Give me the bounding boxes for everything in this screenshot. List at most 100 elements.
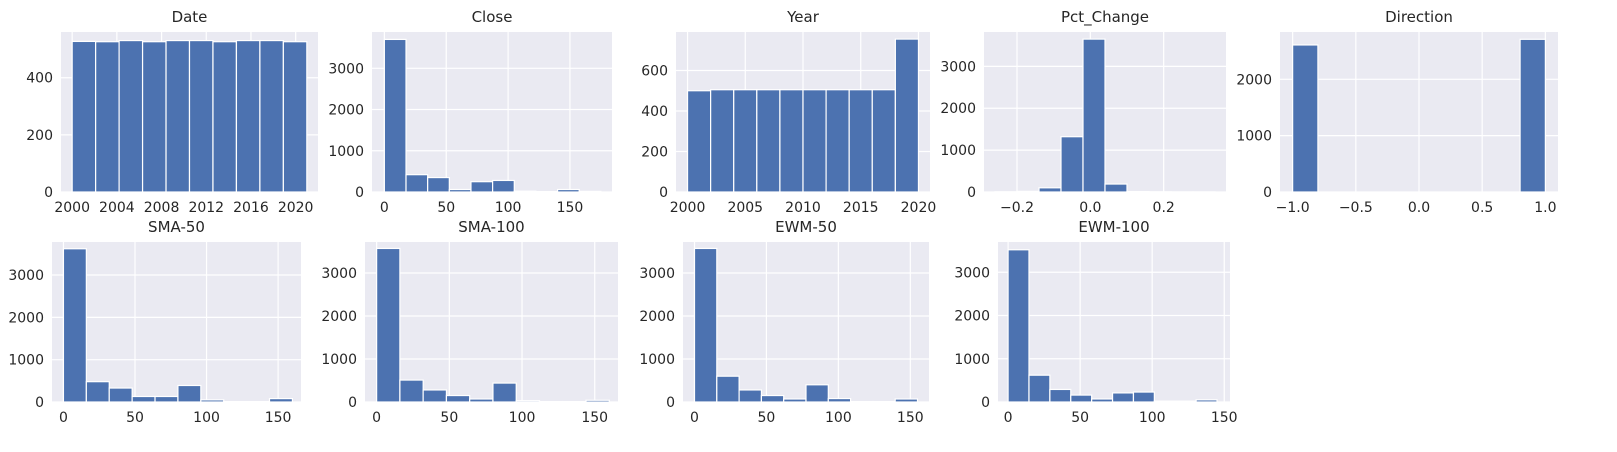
y-tick-label: 400 <box>641 104 668 120</box>
histogram-bar <box>1153 400 1176 403</box>
x-tick-label: 2012 <box>188 200 224 216</box>
y-tick-label: 1000 <box>321 352 357 368</box>
histogram-bar <box>118 39 144 193</box>
y-tick-label: 0 <box>348 395 357 411</box>
x-tick-label: 50 <box>758 410 776 426</box>
histogram-bar <box>422 389 448 403</box>
x-tick-label: 0 <box>59 410 68 426</box>
axes-background <box>372 32 612 192</box>
x-tick-label: 50 <box>437 200 455 216</box>
x-tick-label: 2020 <box>278 200 314 216</box>
subplot-title: Close <box>472 8 513 26</box>
axes-background <box>52 242 301 402</box>
subplot-title: EWM-100 <box>1078 218 1149 236</box>
histogram-bar <box>1007 249 1030 403</box>
x-tick-label: −1.0 <box>1276 200 1310 216</box>
x-tick-label: 150 <box>1211 410 1238 426</box>
histogram-bar <box>62 248 87 403</box>
histogram-bar <box>710 89 735 193</box>
histogram-bar <box>470 181 494 193</box>
subplot-title: Pct_Change <box>1061 8 1149 27</box>
histogram-bar <box>1060 136 1084 193</box>
x-tick-label: 150 <box>581 410 608 426</box>
y-tick-label: 1000 <box>8 353 44 369</box>
x-tick-label: 2015 <box>843 200 879 216</box>
x-tick-label: 50 <box>440 410 458 426</box>
histogram-bar <box>738 389 763 403</box>
y-tick-label: 0 <box>44 185 53 201</box>
x-tick-label: 50 <box>1071 410 1089 426</box>
histogram-bar <box>716 375 740 403</box>
histogram-bar <box>492 179 515 193</box>
histogram-bar <box>871 89 896 193</box>
subplot-title: SMA-100 <box>458 218 524 236</box>
histogram-bar <box>825 89 850 193</box>
y-tick-label: 1000 <box>1236 129 1272 145</box>
histogram-bar <box>1195 399 1218 403</box>
x-tick-label: 150 <box>557 200 584 216</box>
x-tick-label: 0 <box>690 410 699 426</box>
histogram-bar <box>268 398 294 403</box>
histogram-bar <box>141 41 167 193</box>
histogram-bar <box>578 190 602 193</box>
histogram-bar <box>783 398 807 403</box>
histogram-bar <box>405 174 429 193</box>
histogram-bar <box>108 387 133 403</box>
y-tick-label: 2000 <box>940 101 976 117</box>
histogram-bar <box>1038 187 1062 193</box>
y-tick-label: 2000 <box>1236 72 1272 88</box>
axes-background <box>365 242 618 402</box>
histogram-bar <box>1082 38 1106 193</box>
y-tick-label: 1000 <box>940 143 976 159</box>
x-tick-label: 2004 <box>99 200 135 216</box>
y-tick-label: 200 <box>26 128 53 144</box>
y-tick-label: 0 <box>355 185 364 201</box>
histogram-bar <box>1028 374 1051 403</box>
y-tick-label: 2000 <box>639 309 675 325</box>
y-tick-label: 3000 <box>8 268 44 284</box>
subplot-title: Date <box>172 8 208 26</box>
histogram-bar <box>827 397 852 403</box>
histogram-bar <box>71 40 97 193</box>
histogram-bar <box>383 38 407 193</box>
y-tick-label: 600 <box>641 63 668 79</box>
x-tick-label: 2020 <box>901 200 937 216</box>
x-tick-label: 2010 <box>785 200 821 216</box>
histogram-bar <box>445 394 471 403</box>
y-tick-label: 0 <box>967 185 976 201</box>
histogram-bar <box>259 39 284 193</box>
subplot-sma-100: 0 50 100 150 0 1000 2000 3000 SMA-100 <box>321 218 618 426</box>
histogram-bar <box>779 89 804 193</box>
x-tick-label: 50 <box>126 410 144 426</box>
y-tick-label: 1000 <box>954 352 990 368</box>
subplot-pct-change: −0.2 0.0 0.2 0 1000 2000 3000 Pct_Change <box>940 8 1226 216</box>
x-tick-label: 0.0 <box>1408 200 1430 216</box>
y-tick-label: 3000 <box>940 59 976 75</box>
histogram-bar <box>894 398 919 403</box>
histogram-bar <box>399 379 424 403</box>
subplot-date: 2000 2004 2008 2012 2016 2020 0 200 400 Date <box>26 8 318 216</box>
histogram-bar <box>686 90 712 193</box>
y-tick-label: 200 <box>641 144 668 160</box>
x-tick-label: 100 <box>509 410 536 426</box>
x-tick-label: 2016 <box>233 200 269 216</box>
x-tick-label: 150 <box>265 410 292 426</box>
histogram-bar <box>85 381 110 403</box>
x-tick-label: −0.5 <box>1339 200 1373 216</box>
x-tick-label: 100 <box>825 410 852 426</box>
x-tick-label: 1.0 <box>1534 200 1556 216</box>
histogram-bar <box>1111 392 1135 403</box>
x-tick-label: 0.2 <box>1153 200 1175 216</box>
histogram-bar <box>1292 44 1319 193</box>
histogram-bar <box>556 188 580 193</box>
histogram-bar <box>515 400 541 403</box>
subplot-title: SMA-50 <box>148 218 205 236</box>
subplot-ewm-100: 0 50 100 150 0 1000 2000 3000 EWM-100 <box>954 218 1237 426</box>
subplot-close: 0 50 100 150 0 1000 2000 3000 Close <box>328 8 612 216</box>
histogram-bar <box>188 39 214 193</box>
histogram-bar <box>95 41 120 193</box>
y-tick-label: 3000 <box>321 266 357 282</box>
y-tick-label: 2000 <box>8 310 44 326</box>
histogram-bar <box>469 398 494 403</box>
